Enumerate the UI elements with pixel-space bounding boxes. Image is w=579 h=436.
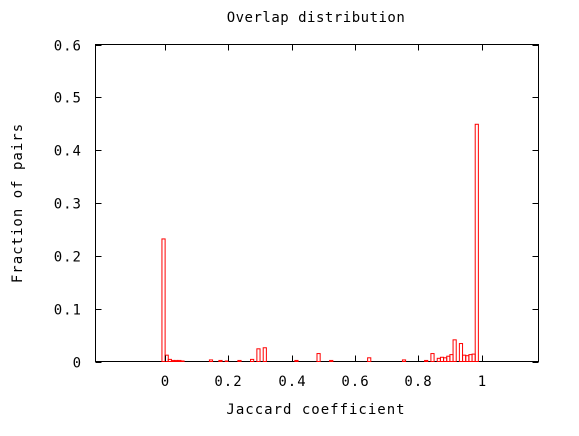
y-tick-label: 0.6 (54, 39, 82, 55)
x-tick-label: 0.4 (278, 374, 306, 390)
histogram-bar (474, 123, 479, 362)
histogram-bar (458, 343, 464, 363)
histogram-bar (208, 359, 214, 363)
histogram-bar (161, 238, 166, 362)
x-tick-label: 0.6 (341, 374, 369, 390)
histogram-bar (180, 360, 185, 363)
histogram-bar (452, 339, 457, 362)
y-tick-label: 0.3 (54, 197, 82, 213)
histogram-bar (237, 359, 242, 363)
y-tick-label: 0.4 (54, 144, 82, 160)
histogram-bar (294, 359, 299, 363)
histogram-bar (424, 359, 429, 363)
histogram-bar (218, 359, 223, 363)
x-tick-label: 0.8 (404, 374, 432, 390)
histogram-bar (401, 359, 407, 363)
y-tick-label: 0.5 (54, 91, 82, 107)
histogram-bar (256, 348, 261, 363)
y-tick-label: 0 (73, 356, 82, 372)
histogram-bar (224, 360, 229, 363)
chart-title: Overlap distribution (227, 10, 406, 26)
histogram-bar (250, 358, 255, 363)
y-tick-label: 0.2 (54, 250, 82, 266)
ticks-group: 0 0.2 0.4 0.6 0.8 1 0 0.1 0.2 0.3 0.4 0.5 0.6 (54, 39, 539, 390)
histogram-bar (329, 359, 334, 363)
x-tick-label: 1 (478, 374, 487, 390)
x-tick-label: 0.2 (214, 374, 242, 390)
y-axis-label: Fraction of pairs (10, 123, 26, 283)
bars-group (161, 123, 479, 363)
x-axis-label: Jaccard coefficient (226, 402, 405, 418)
histogram-bar (316, 353, 321, 363)
x-tick-label: 0 (161, 374, 170, 390)
histogram-bar (367, 357, 372, 362)
y-tick-label: 0.1 (54, 303, 82, 319)
histogram-bar (430, 353, 435, 363)
histogram-bar (262, 347, 267, 363)
